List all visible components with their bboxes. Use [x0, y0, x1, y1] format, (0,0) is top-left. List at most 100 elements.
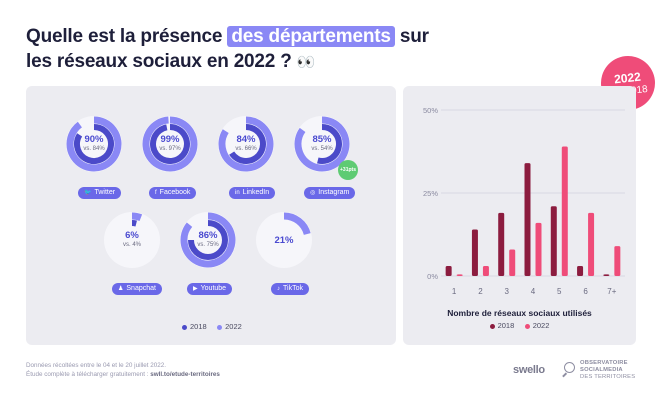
donut-vs-value: vs. 97% [159, 146, 181, 152]
donut-value: 99% [160, 134, 180, 145]
legend-2018-swatch [182, 324, 187, 330]
facebook-icon: f [155, 190, 157, 196]
donut-vs-value: vs. 84% [83, 146, 105, 152]
bar-2022-4 [535, 222, 542, 276]
donut-value: 90% [84, 134, 104, 145]
donut-ring [180, 212, 236, 268]
donut-twitter: 90% vs. 84% [66, 116, 122, 172]
donut-background [104, 212, 160, 268]
x-tick-label: 2 [478, 287, 483, 296]
network-label-linkedin: in LinkedIn [229, 187, 276, 199]
legend-2022-label: 2022 [225, 322, 242, 331]
observatoire-logo: OBSERVATOIRE SOCIALMEDIA DES TERRITOIRES [562, 360, 656, 384]
tiktok-icon: ♪ [277, 286, 280, 292]
donut-value: 85% [312, 134, 332, 145]
bar-2022-7+ [614, 246, 621, 276]
ring-2022-youtube [180, 212, 236, 268]
donut-background [256, 212, 312, 268]
network-label-snapchat: ♟ Snapchat [112, 283, 162, 295]
footnote-download: Étude complète à télécharger gratuitemen… [26, 370, 220, 379]
network-count-bar-chart: 0% 25% 50% 1 2 3 4 5 6 7+ [423, 106, 625, 296]
ring-2018-facebook [150, 124, 190, 164]
donut-ring [142, 116, 198, 172]
magnifier-handle [562, 372, 567, 378]
footnote-dates: Données récoltées entre le 04 et le 20 j… [26, 362, 167, 369]
chart-legend: 2018 2022 [403, 321, 636, 330]
bar-2018-2 [471, 229, 478, 276]
donut-value: 6% [125, 230, 139, 241]
x-tick-label: 3 [504, 287, 509, 296]
donut-linkedin: 84% vs. 66% [218, 116, 274, 172]
obs-line2: SOCIALMEDIA [580, 367, 623, 373]
ring-2022-linkedin [218, 116, 274, 172]
legend-2022-swatch [524, 323, 530, 329]
swello-logo: swello [513, 364, 545, 376]
network-label-instagram: ◎ Instagram [304, 187, 356, 199]
network-label-twitter: 🐦 Twitter [78, 187, 122, 199]
ring-2022-twitter [66, 116, 122, 172]
ring-2018-instagram [317, 124, 342, 164]
twitter-icon: 🐦 [84, 190, 92, 196]
title-part1: Quelle est la présence [26, 26, 228, 47]
donut-snapchat: 6% vs. 4% [104, 212, 160, 268]
title-part2: sur [394, 26, 429, 47]
page-title: Quelle est la présence des départements … [26, 24, 446, 75]
snapchat-icon: ♟ [118, 286, 124, 292]
x-tick-label: 1 [452, 287, 457, 296]
obs-line3: DES TERRITOIRES [580, 374, 636, 380]
donut-value: 86% [198, 230, 218, 241]
magnifier-icon [564, 362, 575, 373]
bar-2018-6 [577, 266, 584, 276]
linkedin-icon: in [235, 190, 240, 196]
donut-youtube: 86% vs. 75% [180, 212, 236, 268]
bar-2022-3 [509, 249, 516, 276]
network-name: LinkedIn [242, 189, 270, 196]
youtube-icon: ▶ [193, 286, 198, 292]
study-link[interactable]: swll.to/etude-territoires [150, 371, 220, 378]
network-name: TikTok [283, 285, 303, 292]
bar-2018-4 [524, 163, 531, 276]
donut-vs-value: vs. 66% [235, 146, 257, 152]
donut-ring [256, 212, 312, 268]
network-count-chart-panel: 0% 25% 50% 1 2 3 4 5 6 7+ Nombre de réseaux socia… [403, 86, 636, 345]
bar-2022-6 [588, 212, 595, 276]
ring-2022-facebook [142, 116, 198, 172]
donut-ring [104, 212, 160, 268]
eyes-emoji-icon: 👀 [296, 54, 316, 71]
bar-2018-1 [445, 266, 452, 276]
legend-2018-label: 2018 [190, 322, 207, 331]
ring-2022-snapchat [131, 212, 143, 221]
title-highlight: des départements [227, 26, 395, 47]
network-name: Snapchat [126, 285, 156, 292]
donut-instagram: 85% vs. 54% +31pts [294, 116, 358, 180]
bar-2022-2 [482, 266, 489, 276]
obs-line1: OBSERVATOIRE [580, 360, 628, 366]
legend-2018-swatch [489, 323, 495, 329]
ring-2022-tiktok [283, 212, 311, 236]
y-tick-label: 25% [423, 189, 438, 198]
ring-2018-twitter [74, 124, 114, 164]
donut-ring [218, 116, 274, 172]
ring-2018-youtube [188, 220, 228, 260]
network-label-tiktok: ♪ TikTok [271, 283, 309, 295]
instagram-icon: ◎ [310, 190, 316, 196]
network-name: Youtube [200, 285, 227, 292]
donut-vs-value: vs. 54% [311, 146, 333, 152]
ring-2022-instagram [294, 116, 350, 172]
network-presence-panel: 90% vs. 84% 🐦 Twitter 99% vs. 97% f Facebook 84%… [26, 86, 396, 345]
x-tick-label: 7+ [607, 287, 616, 296]
bar-2022-5 [561, 146, 568, 276]
ring-2018-snapchat [131, 220, 137, 227]
legend-2022-label: 2022 [532, 321, 550, 330]
y-tick-label: 0% [427, 272, 438, 281]
donut-facebook: 99% vs. 97% [142, 116, 198, 172]
donut-vs-value: vs. 4% [122, 242, 141, 248]
network-label-youtube: ▶ Youtube [187, 283, 233, 295]
y-tick-label: 50% [423, 106, 438, 115]
network-name: Facebook [159, 189, 191, 196]
chart-x-axis-label: Nombre de réseaux sociaux utilisés [447, 308, 592, 318]
bar-2018-5 [550, 206, 557, 276]
legend-2022-swatch [217, 324, 223, 330]
x-tick-label: 6 [583, 287, 588, 296]
footnote-download-text: Étude complète à télécharger gratuitemen… [26, 371, 151, 378]
